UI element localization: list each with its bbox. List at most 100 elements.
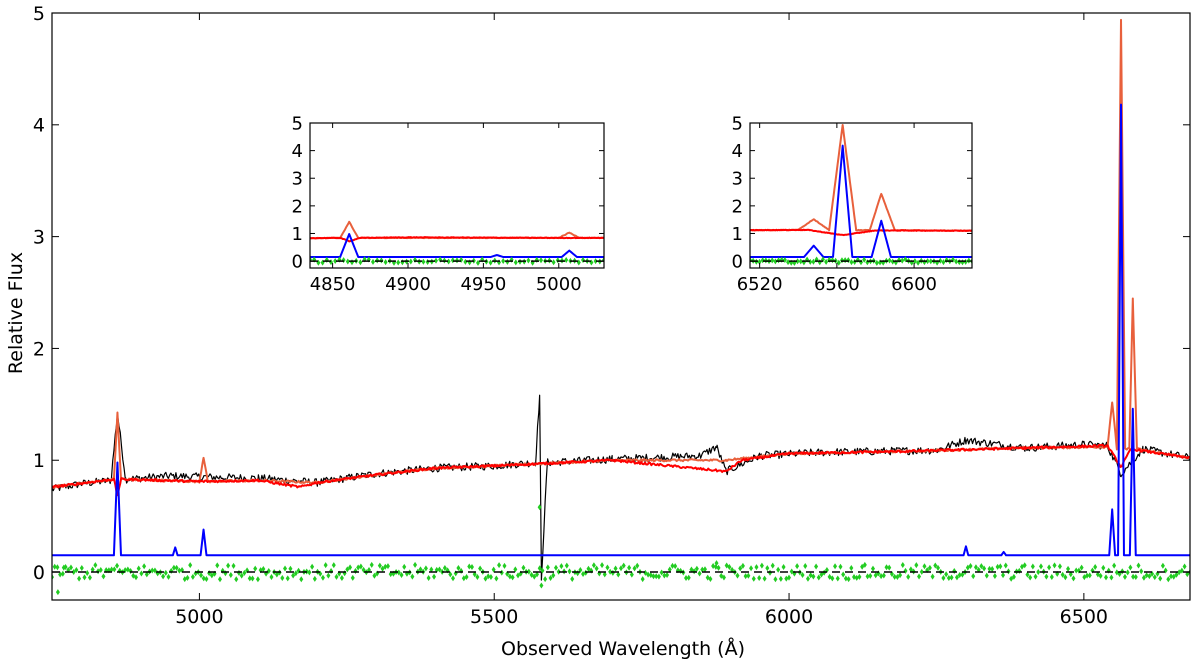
residual-point bbox=[613, 565, 618, 572]
residual-point bbox=[79, 564, 84, 571]
residual-point bbox=[545, 564, 550, 571]
residual-point bbox=[312, 575, 317, 582]
residual-point bbox=[421, 258, 426, 265]
residual-point bbox=[1030, 563, 1035, 570]
y-tick-label: 0 bbox=[33, 562, 45, 584]
residual-point bbox=[513, 259, 518, 266]
residual-point bbox=[1057, 563, 1062, 570]
residual-point bbox=[408, 258, 413, 265]
residual-point bbox=[247, 575, 252, 582]
residual-point bbox=[1049, 573, 1054, 580]
residual-point bbox=[697, 570, 702, 577]
residual-point bbox=[285, 575, 290, 582]
residual-point bbox=[385, 563, 390, 570]
y-tick-label: 5 bbox=[292, 113, 303, 134]
residual-point bbox=[85, 569, 90, 576]
residual-point bbox=[174, 564, 179, 571]
residual-point bbox=[380, 565, 385, 572]
residual-point bbox=[629, 571, 634, 578]
residual-point bbox=[226, 562, 231, 569]
residual-point bbox=[900, 561, 905, 568]
residual-point bbox=[640, 576, 645, 583]
residual-point bbox=[833, 563, 838, 570]
residual-point bbox=[917, 573, 922, 580]
residual-point bbox=[770, 257, 775, 264]
residual-point bbox=[68, 564, 73, 571]
residual-point bbox=[654, 573, 659, 580]
residual-point bbox=[501, 258, 506, 265]
residual-point bbox=[998, 563, 1003, 570]
residual-point bbox=[841, 571, 846, 578]
y-tick-label: 1 bbox=[292, 224, 303, 245]
residual-point bbox=[82, 574, 87, 581]
inset-halpha-emission-lines-line bbox=[750, 144, 972, 258]
residual-point bbox=[446, 258, 451, 265]
residual-point bbox=[757, 574, 762, 581]
residual-point bbox=[377, 562, 382, 569]
residual-point bbox=[912, 258, 917, 265]
residual-point bbox=[746, 572, 751, 579]
residual-point bbox=[333, 257, 338, 264]
residual-point bbox=[90, 566, 95, 573]
residual-point bbox=[350, 574, 355, 581]
residual-point bbox=[659, 569, 664, 576]
residual-point bbox=[1028, 574, 1033, 581]
residual-point bbox=[280, 574, 285, 581]
residual-point bbox=[805, 575, 810, 582]
residual-point bbox=[811, 258, 816, 265]
residual-point bbox=[339, 574, 344, 581]
residual-point bbox=[478, 565, 483, 572]
residual-point bbox=[293, 570, 298, 577]
residual-point bbox=[537, 565, 542, 572]
residual-point bbox=[849, 565, 854, 572]
residual-point bbox=[1022, 562, 1027, 569]
residual-point bbox=[1171, 573, 1176, 580]
residual-point bbox=[711, 563, 716, 570]
residual-point bbox=[922, 563, 927, 570]
residual-point bbox=[1066, 565, 1071, 572]
residual-point bbox=[957, 572, 962, 579]
residual-point bbox=[619, 565, 623, 572]
residual-point bbox=[283, 565, 288, 572]
residual-point bbox=[537, 504, 542, 511]
residual-point bbox=[960, 571, 965, 578]
residual-point bbox=[307, 569, 312, 576]
x-tick-label: 6500 bbox=[1060, 606, 1108, 628]
residual-point bbox=[824, 258, 829, 265]
residual-point bbox=[299, 576, 304, 583]
x-tick-label: 4950 bbox=[460, 274, 506, 295]
residual-point bbox=[762, 575, 767, 582]
y-axis-label: Relative Flux bbox=[5, 252, 27, 374]
residual-point bbox=[1087, 572, 1092, 579]
residual-point bbox=[497, 562, 502, 569]
residual-point bbox=[204, 576, 209, 583]
residual-point bbox=[954, 258, 959, 265]
y-tick-label: 2 bbox=[292, 196, 303, 217]
residual-point bbox=[55, 564, 60, 571]
residual-point bbox=[868, 572, 873, 579]
x-tick-label: 5500 bbox=[470, 606, 518, 628]
residual-point bbox=[228, 572, 233, 579]
y-tick-label: 0 bbox=[292, 252, 303, 273]
inset-hbeta-background bbox=[310, 123, 604, 268]
residual-point bbox=[662, 572, 667, 579]
residual-point bbox=[559, 563, 564, 570]
residual-point bbox=[721, 574, 726, 581]
residual-point bbox=[242, 569, 247, 576]
residual-point bbox=[60, 570, 65, 577]
x-tick-label: 6520 bbox=[737, 274, 783, 295]
residual-point bbox=[139, 570, 144, 577]
residual-point bbox=[984, 572, 989, 579]
residual-point bbox=[798, 258, 803, 265]
residual-point bbox=[773, 258, 778, 265]
residual-point bbox=[488, 259, 493, 266]
residual-point bbox=[789, 568, 794, 575]
residual-point bbox=[870, 565, 875, 572]
residual-point bbox=[291, 572, 296, 579]
residual-point bbox=[399, 571, 404, 578]
main-observed-spectrum-line bbox=[52, 394, 1190, 581]
residual-point bbox=[372, 572, 377, 579]
residual-point bbox=[551, 572, 556, 579]
residual-point bbox=[161, 573, 166, 580]
